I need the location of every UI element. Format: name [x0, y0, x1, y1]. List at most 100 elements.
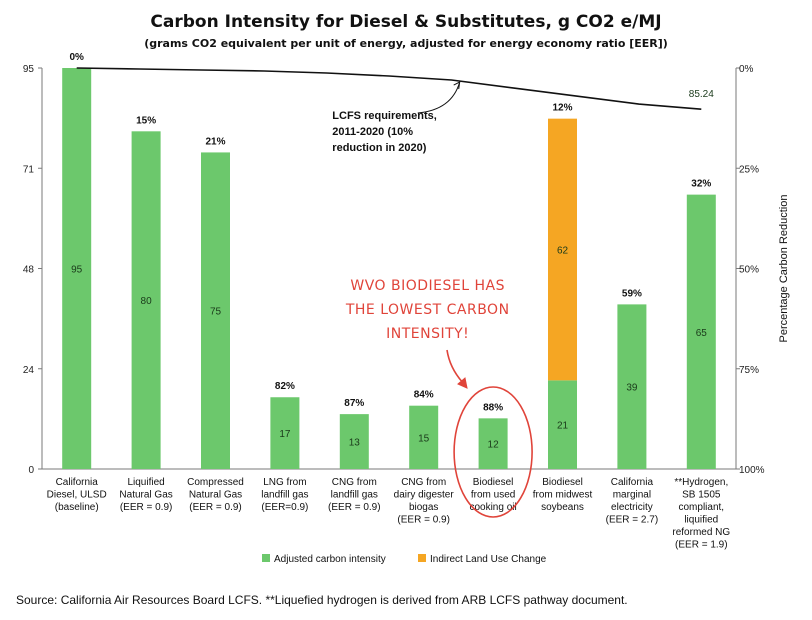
category-label-line: cooking oil: [469, 502, 516, 513]
legend-swatch: [262, 554, 270, 562]
bar-adjusted-carbon-intensity: [131, 131, 161, 469]
category-label-line: soybeans: [541, 502, 584, 513]
callout-annotation: WVO BIODIESEL HAS THE LOWEST CARBON INTENS…: [345, 278, 533, 518]
category-label: Liquified Natural Gas (EER = 0.9): [119, 477, 172, 513]
lcfs-annotation: LCFS requirements, 2011-2020 (10% reductio…: [332, 110, 437, 154]
category-label-line: Diesel, ULSD: [47, 490, 107, 501]
category-label-line: compliant,: [679, 502, 725, 513]
lcfs-line: [76, 67, 702, 110]
category-label-line: California: [611, 477, 654, 488]
y2-tick-label: 75%: [739, 365, 759, 376]
category-label-line: reformed NG: [672, 527, 730, 538]
lcfs-annotation-line: LCFS requirements,: [332, 110, 437, 122]
category-label-line: LNG from: [263, 477, 306, 488]
bar-adjusted-carbon-intensity: [686, 194, 716, 469]
category-label-line: (EER = 0.9): [328, 502, 381, 513]
category-label-line: electricity: [611, 502, 653, 513]
category-label: CNG from dairy digester biogas (EER = 0.9): [394, 477, 455, 526]
bar-indirect-land-use-change: [548, 118, 577, 381]
category-label-line: landfill gas: [331, 490, 378, 501]
bar-adjusted-carbon-intensity: [339, 414, 369, 469]
y2-axis-label: Percentage Carbon Reduction: [778, 195, 790, 343]
legend-swatch: [418, 554, 426, 562]
category-label-line: (EER = 0.9): [120, 502, 173, 513]
category-label-line: (EER = 0.9): [397, 515, 450, 526]
bar-value-label: 15: [418, 433, 430, 444]
bar-adjusted-carbon-intensity: [201, 152, 230, 469]
category-label-line: liquified: [684, 515, 718, 526]
lcfs-requirement-line: 85.24 LCFS requirements, 2011-2020 (10% red…: [76, 67, 714, 154]
labels: 95 0% California Diesel, ULSD (baseline) 80 15…: [47, 52, 731, 551]
category-label-line: Natural Gas: [189, 490, 242, 501]
chart-subtitle: (grams CO2 equivalent per unit of energy…: [144, 37, 668, 50]
legend-label: Adjusted carbon intensity: [274, 554, 386, 565]
percent-reduction-label: 15%: [136, 115, 156, 126]
category-label-line: marginal: [613, 490, 651, 501]
lcfs-annotation-line: reduction in 2020): [332, 142, 426, 154]
bar-adjusted-carbon-intensity: [270, 397, 300, 469]
category-label: LNG from landfill gas (EER=0.9): [261, 477, 308, 513]
category-label-line: CNG from: [332, 477, 377, 488]
y-tick-label: 0: [28, 465, 34, 476]
category-label-line: (baseline): [55, 502, 99, 513]
category-label-line: from midwest: [533, 490, 593, 501]
bars: [62, 68, 716, 469]
callout-arrowhead: [457, 377, 468, 389]
bar-value-label: 65: [696, 328, 708, 339]
y2-tick-label: 100%: [739, 465, 765, 476]
percent-reduction-label: 88%: [483, 402, 503, 413]
chart-title: Carbon Intensity for Diesel & Substitute…: [150, 12, 661, 32]
category-label-line: Biodiesel: [542, 477, 583, 488]
callout-text-line: WVO BIODIESEL HAS: [350, 278, 505, 294]
percent-reduction-label: 12%: [552, 103, 572, 114]
percent-reduction-label: 59%: [622, 288, 642, 299]
category-label-line: (EER = 2.7): [606, 515, 659, 526]
category-label: **Hydrogen, SB 1505 compliant, liquified ref…: [672, 477, 730, 551]
y2-tick-label: 25%: [739, 164, 759, 175]
category-label: California Diesel, ULSD (baseline): [47, 477, 107, 513]
category-label-line: Biodiesel: [473, 477, 514, 488]
legend-label: Indirect Land Use Change: [430, 554, 547, 565]
category-label: Compressed Natural Gas (EER = 0.9): [187, 477, 244, 513]
y2-tick-label: 0%: [739, 64, 754, 75]
bar-value-label: 95: [71, 265, 83, 276]
bar-adjusted-carbon-intensity: [548, 380, 577, 469]
category-label-line: Liquified: [127, 477, 164, 488]
percent-reduction-label: 32%: [691, 179, 711, 190]
percent-reduction-label: 21%: [205, 136, 225, 147]
bar-adjusted-carbon-intensity: [62, 68, 92, 469]
y-tick-label: 24: [23, 365, 35, 376]
category-label-line: dairy digester: [394, 490, 455, 501]
category-label-line: CNG from: [401, 477, 446, 488]
callout-text-line: INTENSITY!: [386, 326, 469, 342]
bar-value-label: 39: [626, 383, 638, 394]
category-label-line: landfill gas: [261, 490, 308, 501]
y-tick-label: 48: [23, 265, 35, 276]
callout-text-line: THE LOWEST CARBON: [345, 302, 510, 318]
category-label: California marginal electricity (EER = 2.7): [606, 477, 659, 526]
lcfs-pointer-head: [453, 81, 461, 90]
highlight-circle: [453, 386, 533, 518]
bar-adjusted-carbon-intensity: [409, 405, 439, 469]
y-tick-label: 95: [23, 64, 35, 75]
stack-value-label: 62: [557, 246, 569, 257]
percent-reduction-label: 84%: [414, 390, 434, 401]
category-label-line: (EER = 0.9): [189, 502, 242, 513]
category-label-line: (EER=0.9): [261, 502, 308, 513]
lcfs-end-label: 85.24: [689, 89, 714, 100]
category-label: Biodiesel from used cooking oil: [469, 477, 516, 513]
category-label-line: **Hydrogen,: [674, 477, 728, 488]
bar-value-label: 17: [279, 429, 291, 440]
percent-reduction-label: 0%: [69, 52, 84, 63]
percent-reduction-label: 87%: [344, 398, 364, 409]
bar-adjusted-carbon-intensity: [478, 418, 508, 469]
source-note: Source: California Air Resources Board L…: [16, 593, 628, 607]
bar-value-label: 13: [349, 438, 361, 449]
category-label-line: (EER = 1.9): [675, 540, 728, 551]
lcfs-annotation-line: 2011-2020 (10%: [332, 126, 413, 138]
callout-text: WVO BIODIESEL HAS THE LOWEST CARBON INTENS…: [345, 278, 510, 342]
category-label-line: Compressed: [187, 477, 244, 488]
bar-value-label: 80: [141, 296, 153, 307]
legend: Adjusted carbon intensity Indirect Land U…: [262, 554, 547, 565]
bar-adjusted-carbon-intensity: [617, 304, 647, 469]
